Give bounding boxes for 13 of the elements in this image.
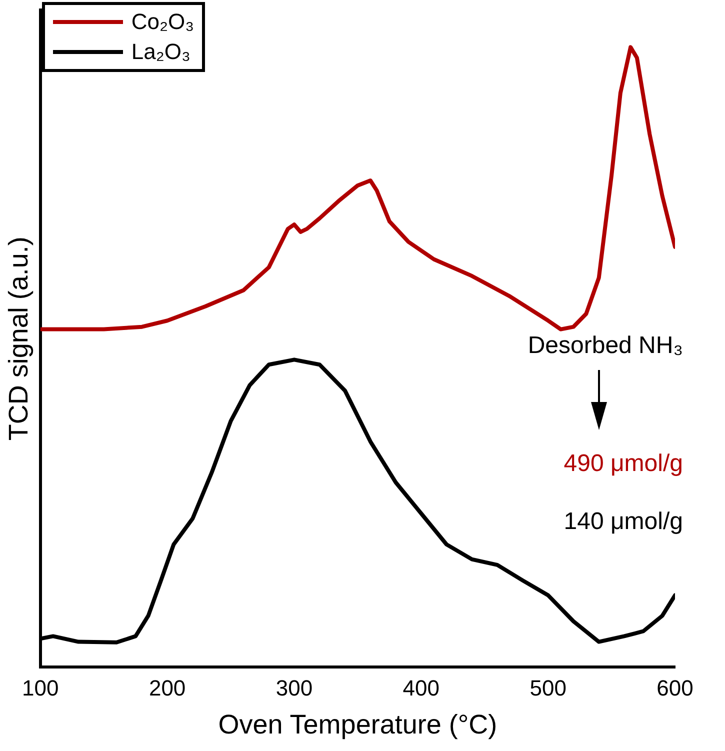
annotation: 490 μmol/g xyxy=(564,450,683,478)
x-axis-title: Oven Temperature (°C) xyxy=(218,709,498,740)
x-tick-label: 100 xyxy=(22,675,59,700)
legend-label: Co₂O₃ xyxy=(131,9,194,35)
x-tick-label: 500 xyxy=(530,675,566,700)
x-tick-label: 300 xyxy=(276,675,313,700)
legend-label: La₂O₃ xyxy=(131,39,190,65)
x-tick-label: 400 xyxy=(402,675,440,700)
annotation: Desorbed NH₃ xyxy=(528,332,683,360)
x-tick-label: 200 xyxy=(148,675,186,700)
y-axis-title: TCD signal (a.u.) xyxy=(4,236,34,441)
annotation: 140 μmol/g xyxy=(564,508,683,536)
x-tick-label: 600 xyxy=(656,675,694,700)
